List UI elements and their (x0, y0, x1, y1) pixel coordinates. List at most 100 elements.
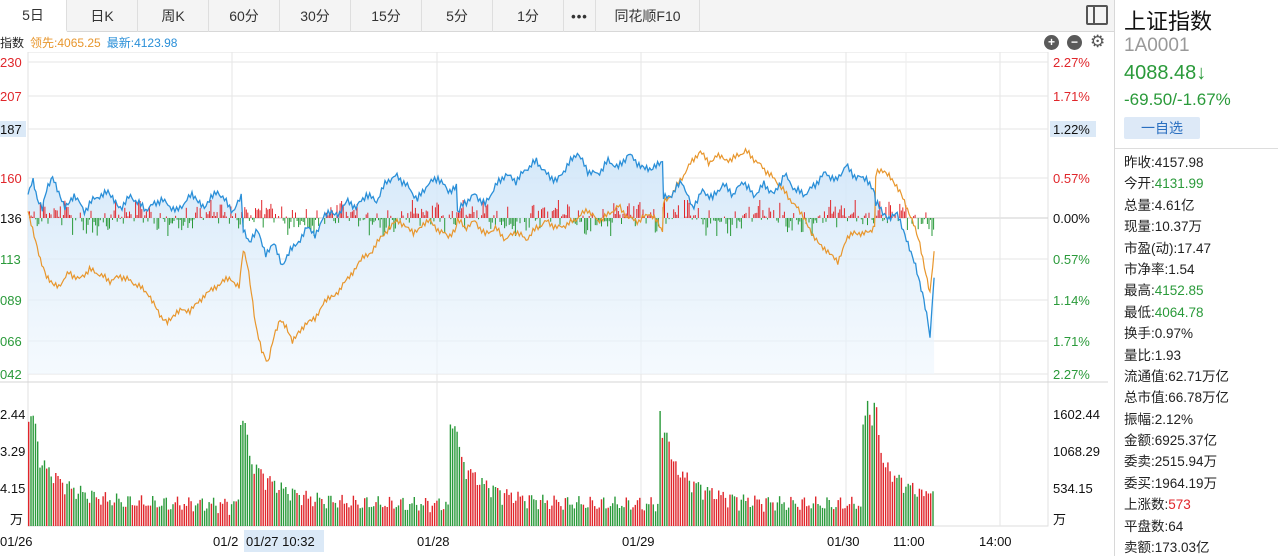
volume-bar (230, 504, 233, 526)
zoom-in-icon[interactable]: + (1044, 35, 1059, 50)
volume-bar (794, 503, 797, 526)
tick-bar (914, 214, 916, 218)
tick-bar (402, 215, 404, 218)
tick-bar (494, 218, 496, 225)
volume-bar (479, 484, 481, 526)
tick-bar (819, 215, 821, 218)
volume-bar (321, 499, 323, 526)
tick-bar (315, 218, 316, 220)
volume-bar (605, 508, 607, 526)
stat-label: 昨收: (1124, 155, 1155, 170)
right-pct-label: 1.71% (1053, 334, 1090, 349)
tick-bar (188, 218, 190, 224)
tab-1min[interactable]: 1分 (493, 0, 564, 32)
tick-bar (834, 206, 836, 218)
volume-bar (43, 460, 46, 526)
volume-bar (483, 484, 485, 526)
tick-bar (922, 218, 924, 224)
gear-icon[interactable]: ⚙ (1090, 32, 1106, 51)
stat-label: 总量: (1124, 197, 1155, 213)
volume-bar (492, 485, 494, 526)
volume-bar (740, 499, 742, 526)
tick-bar (145, 211, 147, 218)
price-change: -69.50/-1.67% (1124, 90, 1231, 109)
volume-bar (686, 472, 688, 526)
tick-bar (713, 218, 715, 221)
volume-bar (361, 507, 364, 526)
volume-bar (258, 468, 260, 526)
volume-bar (474, 472, 476, 526)
stat-row: 最低:4064.78 (1124, 302, 1274, 323)
volume-bar (174, 502, 176, 526)
stat-row: 金额:6925.37亿 (1124, 430, 1274, 451)
volume-bar (221, 503, 224, 526)
volume-bar (267, 478, 269, 526)
volume-bar (560, 506, 562, 526)
tick-bar (513, 218, 515, 226)
volume-bar (451, 428, 454, 526)
volume-bar (618, 508, 621, 526)
volume-bar (614, 496, 616, 526)
tick-bar (72, 218, 74, 235)
volume-bar (156, 507, 158, 526)
volume-bar (526, 508, 528, 526)
tick-bar (130, 214, 132, 218)
tick-bar (642, 209, 644, 218)
volume-bar (368, 507, 370, 526)
tick-bar (288, 218, 290, 229)
tab-daily-k[interactable]: 日K (67, 0, 138, 32)
layout-toggle-icon[interactable] (1086, 5, 1108, 25)
more-icon[interactable]: ••• (564, 0, 596, 32)
tick-bar (125, 212, 127, 218)
tick-bar (201, 216, 203, 218)
tab-f10[interactable]: 同花顺F10 (596, 0, 700, 32)
intraday-chart[interactable]: 230 207 187 160 136 113 089 066 042 2.27% 1.71% 1.2… (0, 52, 1114, 556)
tick-bar (684, 200, 685, 218)
tick-bar (414, 207, 416, 218)
stat-value: 0.97% (1154, 326, 1194, 342)
stat-row: 委买:1964.19万 (1124, 473, 1274, 494)
stat-value: 2.12% (1154, 411, 1194, 427)
volume-bar (609, 506, 612, 526)
zoom-out-icon[interactable]: − (1067, 35, 1082, 50)
tick-bar (822, 218, 824, 223)
right-pct-label: 0.57% (1053, 171, 1090, 186)
tick-bar (647, 215, 649, 218)
volume-bar (55, 473, 57, 526)
tab-5day[interactable]: 5日 (0, 0, 67, 32)
tab-30min[interactable]: 30分 (280, 0, 351, 32)
stat-label: 委卖: (1124, 454, 1155, 470)
volume-bar (30, 416, 32, 526)
tick-bar (825, 218, 827, 222)
tick-bar (831, 213, 833, 218)
tab-60min[interactable]: 60分 (209, 0, 280, 32)
tick-bar (61, 218, 63, 226)
volume-bar (34, 423, 37, 526)
volume-bar (862, 424, 864, 526)
volume-bar (659, 411, 661, 526)
stat-label: 现量: (1124, 219, 1155, 235)
stat-row: 昨收:4157.98 (1124, 152, 1274, 173)
tick-bar (394, 218, 396, 229)
volume-bar (447, 504, 449, 526)
tab-weekly-k[interactable]: 周K (138, 0, 209, 32)
tick-bar (857, 215, 859, 218)
tick-bar (484, 213, 486, 218)
right-volume-label: 1602.44 (1053, 407, 1100, 422)
tick-bar (617, 211, 619, 218)
volume-bar (131, 505, 134, 526)
add-watchlist-button[interactable]: 一自选 (1124, 117, 1200, 139)
tick-bar (853, 212, 855, 218)
volume-bars (28, 400, 934, 527)
tab-5min[interactable]: 5分 (422, 0, 493, 32)
tick-bar (265, 207, 267, 218)
tick-bar (539, 218, 541, 229)
volume-bar (555, 499, 558, 526)
volume-bar (113, 502, 116, 526)
x-axis-label: 01/29 (622, 534, 655, 549)
volume-bar (305, 490, 307, 526)
tick-bar (648, 214, 650, 218)
tick-bar (639, 202, 641, 218)
tab-15min[interactable]: 15分 (351, 0, 422, 32)
tick-bar (425, 210, 427, 218)
